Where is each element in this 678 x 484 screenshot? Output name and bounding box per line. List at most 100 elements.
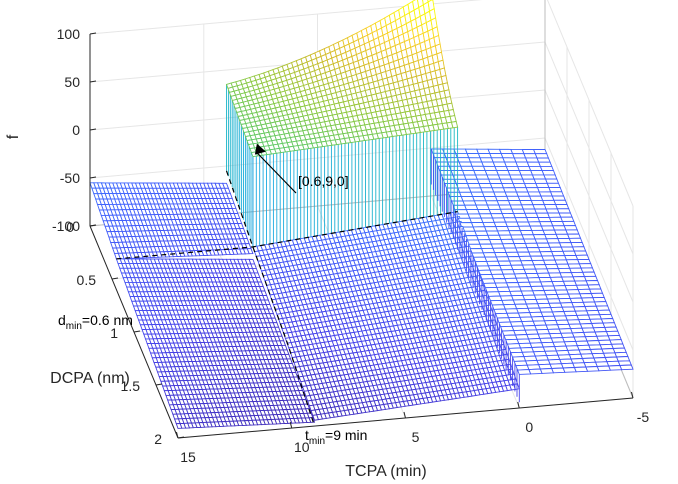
surface-facet — [486, 204, 502, 210]
surface-facet — [502, 187, 518, 193]
surface-facet — [553, 199, 568, 205]
surface-facet — [471, 252, 486, 258]
surface-facet — [538, 161, 553, 167]
surface-facet — [544, 233, 559, 240]
surface-facet — [478, 213, 494, 219]
surface-facet — [553, 229, 569, 235]
surface-facet — [533, 178, 548, 184]
surface-facet — [523, 238, 538, 244]
surface-facet — [520, 204, 536, 210]
surface-facet — [546, 182, 561, 189]
surface-facet — [549, 191, 565, 197]
surface-facet — [507, 256, 522, 262]
surface-facet — [495, 225, 510, 232]
surface-facet — [478, 183, 493, 189]
surface-facet — [545, 238, 561, 244]
surface-facet — [474, 174, 490, 180]
surface-facet — [528, 368, 543, 375]
surface-facet — [503, 247, 519, 253]
surface-facet — [462, 200, 477, 206]
surface-facet — [558, 212, 573, 218]
surface-facet — [490, 157, 506, 163]
surface-facet — [607, 365, 623, 371]
surface-facet — [458, 191, 474, 198]
surface-facet — [447, 191, 462, 198]
surface-facet — [557, 267, 572, 274]
surface-facet — [551, 367, 566, 374]
surface-facet — [463, 174, 478, 180]
surface-facet — [506, 195, 521, 202]
surface-facet — [441, 148, 457, 154]
surface-facet — [440, 174, 456, 180]
surface-facet — [512, 182, 527, 189]
surface-facet — [526, 161, 542, 167]
surface-facet — [479, 187, 495, 193]
surface-facet — [501, 212, 516, 219]
surface-facet — [521, 264, 537, 270]
surface-facet — [472, 226, 487, 232]
surface-facet — [565, 229, 580, 235]
surface-facet — [543, 174, 558, 180]
surface-facet — [531, 259, 546, 266]
surface-facet — [535, 182, 550, 189]
surface-facet — [485, 230, 500, 236]
surface-facet — [484, 170, 499, 176]
surface-facet — [477, 153, 493, 159]
surface-facet — [529, 225, 544, 231]
surface-facet — [532, 204, 547, 210]
surface-facet — [513, 157, 528, 163]
surface-facet — [513, 242, 528, 249]
surface-facet — [450, 200, 466, 206]
surface-facet — [540, 195, 555, 201]
surface-facet — [560, 276, 576, 282]
surface-facet — [470, 221, 486, 228]
surface-facet — [469, 217, 484, 223]
surface-facet — [505, 251, 520, 258]
surface-facet — [453, 148, 468, 154]
surface-facet — [498, 234, 513, 240]
surface-facet — [538, 191, 553, 197]
surface-facet — [531, 174, 547, 180]
surface-facet — [520, 174, 535, 180]
surface-facet — [465, 209, 481, 215]
surface-facet — [470, 191, 485, 197]
surface-facet — [483, 195, 498, 202]
surface-facet — [561, 220, 577, 227]
surface-facet — [512, 212, 528, 219]
surface-facet — [471, 165, 486, 172]
surface-facet — [502, 157, 517, 163]
surface-facet — [509, 234, 525, 240]
surface-facet — [515, 191, 531, 197]
surface-facet — [563, 254, 579, 261]
surface-facet — [533, 208, 549, 214]
surface-facet — [466, 183, 482, 189]
surface-facet — [557, 237, 572, 244]
surface-facet — [527, 191, 542, 197]
surface-facet — [487, 148, 502, 155]
surface-facet — [536, 157, 551, 163]
surface-facet — [576, 258, 592, 265]
surface-facet — [487, 178, 503, 184]
surface-facet — [544, 178, 560, 184]
surface-facet — [527, 221, 542, 227]
surface-facet — [476, 148, 491, 154]
surface-facet — [496, 230, 512, 236]
surface-facet — [490, 243, 505, 249]
surface-facet — [544, 263, 559, 270]
surface-facet — [549, 246, 564, 252]
surface-facet — [571, 246, 587, 252]
surface-facet — [496, 200, 511, 206]
surface-facet — [517, 195, 532, 201]
surface-facet — [575, 254, 590, 261]
surface-facet — [467, 213, 482, 219]
surface-facet — [498, 204, 513, 210]
surface-facet — [525, 217, 541, 223]
surface-facet — [548, 187, 563, 193]
surface-facet — [522, 178, 537, 184]
surface-facet — [531, 229, 546, 236]
surface-facet — [510, 148, 525, 155]
surface-facet — [541, 170, 556, 176]
surface-facet — [430, 148, 445, 154]
surface-facet — [488, 208, 503, 215]
surface-facet — [501, 243, 517, 249]
